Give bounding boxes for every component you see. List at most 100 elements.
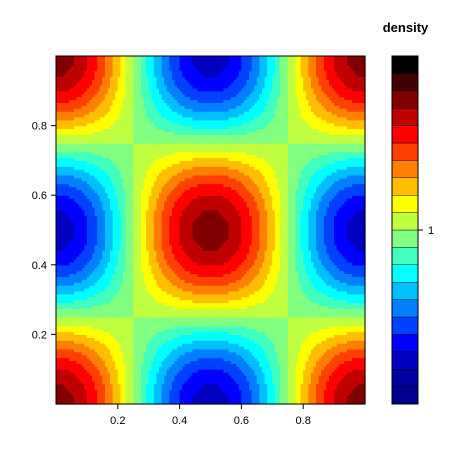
heatmap-cell	[84, 311, 88, 315]
heatmap-cell	[66, 67, 70, 72]
heatmap-cell	[74, 270, 78, 275]
heatmap-cell	[89, 317, 93, 321]
heatmap-cell	[71, 241, 75, 246]
heatmap-cell	[104, 64, 109, 69]
heatmap-cell	[107, 96, 111, 101]
heatmap-cell	[94, 93, 98, 98]
heatmap-cell	[107, 401, 111, 405]
heatmap-cell	[110, 250, 114, 254]
heatmap-cell	[66, 230, 70, 234]
heatmap-cell	[107, 221, 111, 225]
heatmap-cell	[81, 380, 85, 385]
heatmap-cell	[76, 253, 80, 257]
heatmap-cell	[84, 198, 88, 202]
heatmap-cell	[84, 273, 88, 277]
heatmap-cell	[107, 172, 111, 176]
heatmap-cell	[97, 238, 101, 243]
heatmap-cell	[99, 244, 103, 248]
heatmap-cell	[66, 328, 70, 333]
heatmap-cell	[94, 337, 98, 341]
heatmap-cell	[79, 354, 83, 359]
heatmap-cell	[102, 186, 106, 190]
heatmap-cell	[79, 351, 83, 356]
heatmap-cell	[81, 401, 85, 405]
heatmap-cell	[66, 64, 70, 69]
heatmap-cell	[97, 61, 101, 66]
heatmap-cell	[92, 79, 96, 83]
heatmap-cell	[81, 111, 85, 115]
heatmap-cell	[86, 87, 91, 92]
heatmap-cell	[107, 343, 111, 347]
heatmap-cell	[107, 140, 111, 144]
heatmap-cell	[68, 87, 73, 92]
heatmap-cell	[58, 102, 62, 106]
heatmap-cell	[107, 143, 111, 147]
heatmap-cell	[81, 325, 85, 330]
heatmap-cell	[61, 114, 65, 118]
heatmap-cell	[102, 261, 106, 266]
heatmap-cell	[104, 186, 109, 190]
heatmap-cell	[58, 331, 62, 335]
heatmap-cell	[56, 96, 60, 101]
heatmap-cell	[61, 380, 65, 385]
heatmap-cell	[97, 279, 101, 283]
heatmap-cell	[97, 183, 101, 188]
heatmap-cell	[89, 348, 93, 353]
heatmap-cell	[92, 401, 96, 405]
heatmap-cell	[92, 180, 96, 185]
heatmap-cell	[66, 354, 70, 359]
heatmap-cell	[76, 328, 80, 333]
heatmap-cell	[89, 221, 93, 225]
heatmap-cell	[89, 169, 93, 173]
heatmap-cell	[86, 346, 91, 350]
heatmap-cell	[58, 99, 62, 103]
heatmap-cell	[58, 163, 62, 167]
heatmap-cell	[107, 305, 111, 309]
heatmap-cell	[94, 195, 98, 199]
heatmap-cell	[97, 154, 101, 159]
heatmap-cell	[84, 56, 88, 60]
heatmap-cell	[86, 389, 91, 393]
heatmap-cell	[81, 64, 85, 69]
heatmap-cell	[86, 183, 91, 188]
heatmap-cell	[76, 192, 80, 196]
heatmap-cell	[58, 383, 62, 388]
heatmap-cell	[74, 392, 78, 396]
heatmap-cell	[86, 143, 91, 147]
heatmap-cell	[89, 285, 93, 289]
heatmap-cell	[61, 241, 65, 246]
heatmap-cell	[81, 395, 85, 399]
heatmap-cell	[84, 148, 88, 153]
heatmap-cell	[86, 90, 91, 95]
heatmap-cell	[110, 198, 114, 202]
heatmap-cell	[107, 308, 111, 312]
heatmap-cell	[86, 189, 91, 193]
heatmap-cell	[97, 375, 101, 379]
heatmap-cell	[76, 73, 80, 77]
heatmap-cell	[94, 253, 98, 257]
heatmap-cell	[107, 392, 111, 396]
heatmap-cell	[94, 119, 98, 124]
heatmap-cell	[107, 288, 111, 292]
heatmap-cell	[58, 317, 62, 321]
heatmap-cell	[84, 395, 88, 399]
heatmap-cell	[58, 299, 62, 304]
heatmap-cell	[61, 227, 65, 231]
heatmap-cell	[71, 102, 75, 106]
heatmap-cell	[63, 180, 67, 185]
heatmap-cell	[79, 198, 83, 202]
heatmap-cell	[68, 131, 73, 135]
heatmap-cell	[107, 273, 111, 277]
heatmap-cell	[86, 82, 91, 86]
heatmap-cell	[61, 270, 65, 275]
heatmap-cell	[94, 116, 98, 121]
heatmap-cell	[81, 366, 85, 370]
heatmap-cell	[71, 122, 75, 127]
heatmap-cell	[92, 82, 96, 86]
heatmap-cell	[81, 377, 85, 382]
heatmap-cell	[74, 334, 78, 338]
heatmap-cell	[58, 209, 62, 214]
heatmap-cell	[89, 311, 93, 315]
heatmap-cell	[86, 111, 91, 115]
heatmap-cell	[107, 148, 111, 153]
